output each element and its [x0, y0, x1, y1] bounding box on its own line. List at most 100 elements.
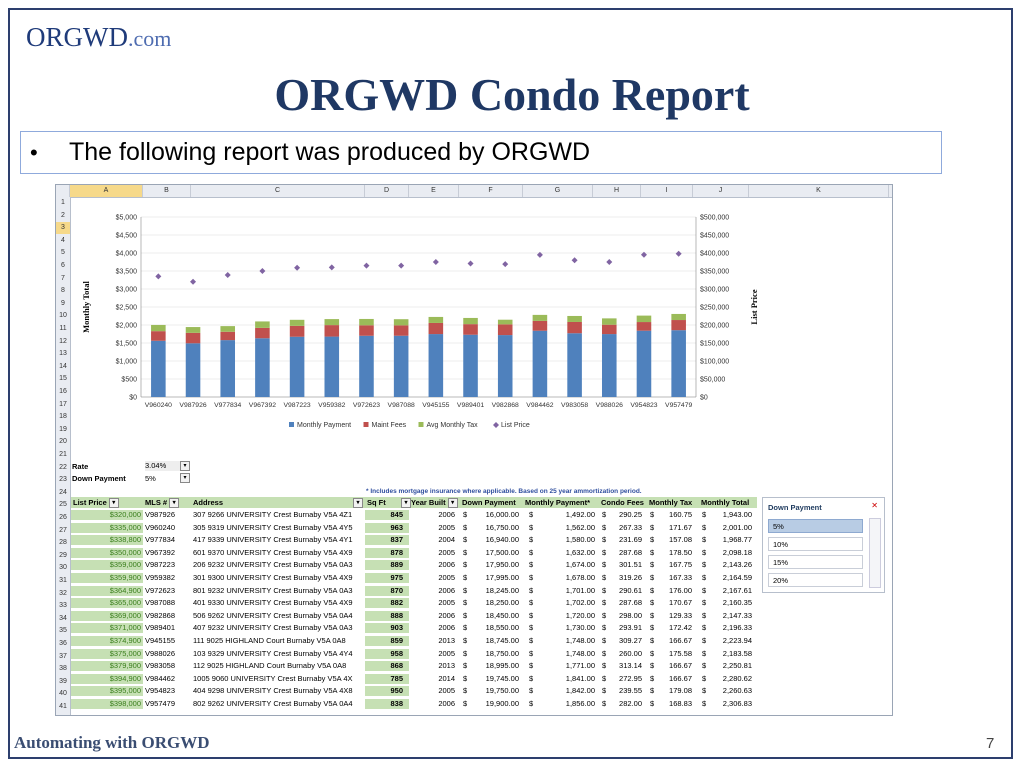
row-header[interactable]: 36	[59, 640, 67, 647]
monthly-payment-cell[interactable]: 1,702.00	[565, 598, 595, 608]
monthly-tax-cell[interactable]: 171.67	[669, 522, 692, 532]
monthly-total-cell[interactable]: 2,260.63	[722, 686, 752, 696]
address-cell[interactable]: 601 9370 UNIVERSITY Crest Burnaby V5A 4X…	[193, 547, 353, 557]
table-row[interactable]: $320,000 V987926 307 9266 UNIVERSITY Cre…	[71, 510, 757, 520]
address-cell[interactable]: 307 9266 UNIVERSITY Crest Burnaby V5A 4Z…	[193, 510, 353, 519]
monthly-payment-cell[interactable]: 1,720.00	[565, 610, 595, 620]
row-header[interactable]: 20	[59, 438, 67, 446]
row-header[interactable]: 33	[59, 602, 67, 610]
mls-cell[interactable]: V982868	[145, 610, 176, 620]
clear-filter-icon[interactable]: ✕	[871, 501, 878, 510]
monthly-tax-cell[interactable]: 167.75	[669, 560, 692, 570]
column-header-k[interactable]: K	[749, 185, 889, 197]
address-cell[interactable]: 801 9232 UNIVERSITY Crest Burnaby V5A 0A…	[193, 585, 353, 595]
address-cell[interactable]: 112 9025 HIGHLAND Court Burnaby V5A 0A8	[193, 661, 347, 671]
down-payment-cell[interactable]: 19,745.00	[485, 673, 519, 683]
list-price-cell[interactable]: $364,900	[71, 585, 143, 596]
column-header-f[interactable]: F	[459, 185, 523, 197]
mls-cell[interactable]: V972623	[145, 585, 176, 595]
row-header[interactable]: 39	[59, 677, 67, 685]
address-cell[interactable]: 103 9329 UNIVERSITY Crest Burnaby V5A 4Y…	[193, 648, 353, 658]
row-header[interactable]: 31	[59, 577, 67, 584]
row-header[interactable]: 18	[59, 413, 67, 421]
monthly-total-cell[interactable]: 2,098.18	[722, 547, 752, 557]
monthly-total-cell[interactable]: 2,223.94	[722, 636, 752, 645]
monthly-tax-cell[interactable]: 166.67	[669, 636, 692, 645]
year-built-cell[interactable]: 2006	[438, 699, 455, 708]
monthly-total-cell[interactable]: 2,160.35	[722, 598, 752, 608]
down-payment-cell[interactable]: 17,995.00	[485, 573, 519, 582]
sqft-cell[interactable]: 888	[365, 610, 409, 621]
monthly-tax-cell[interactable]: 168.83	[669, 699, 692, 708]
row-header[interactable]: 24	[59, 488, 67, 496]
row-header[interactable]: 34	[59, 614, 67, 622]
monthly-payment-cell[interactable]: 1,730.00	[565, 623, 595, 633]
row-header[interactable]: 13	[59, 350, 67, 358]
sqft-cell[interactable]: 845	[365, 510, 409, 520]
monthly-payment-cell[interactable]: 1,701.00	[565, 585, 595, 595]
year-built-cell[interactable]: 2005	[438, 648, 455, 658]
down-payment-cell[interactable]: 18,745.00	[485, 636, 519, 645]
mls-cell[interactable]: V959382	[145, 573, 176, 582]
row-header[interactable]: 41	[59, 703, 67, 710]
condo-fees-cell[interactable]: 290.61	[619, 585, 642, 595]
condo-fees-cell[interactable]: 293.91	[619, 623, 642, 633]
monthly-tax-cell[interactable]: 157.08	[669, 535, 692, 545]
year-built-cell[interactable]: 2005	[438, 573, 455, 582]
condo-fees-cell[interactable]: 319.26	[619, 573, 642, 582]
mls-cell[interactable]: V984462	[145, 673, 176, 683]
list-price-cell[interactable]: $350,000	[71, 547, 143, 558]
sqft-cell[interactable]: 785	[365, 673, 409, 684]
list-price-cell[interactable]: $398,000	[71, 699, 143, 709]
table-row[interactable]: $359,900 V959382 301 9300 UNIVERSITY Cre…	[71, 573, 757, 583]
condo-fees-cell[interactable]: 260.00	[619, 648, 642, 658]
rate-filter-icon[interactable]: ▾	[178, 461, 190, 472]
row-header[interactable]: 38	[59, 665, 67, 673]
monthly-payment-cell[interactable]: 1,674.00	[565, 560, 595, 570]
row-header[interactable]: 40	[59, 690, 67, 698]
row-header[interactable]: 27	[59, 526, 67, 534]
condo-fees-cell[interactable]: 267.33	[619, 522, 642, 532]
row-header[interactable]: 8	[61, 287, 65, 295]
table-row[interactable]: $398,000 V957479 802 9262 UNIVERSITY Cre…	[71, 699, 757, 709]
row-header[interactable]: 15	[59, 375, 67, 383]
sqft-cell[interactable]: 889	[365, 560, 409, 571]
sqft-cell[interactable]: 838	[365, 699, 409, 709]
row-header[interactable]: 1	[61, 199, 65, 206]
row-header[interactable]: 23	[59, 476, 67, 484]
row-header[interactable]: 30	[59, 564, 67, 572]
monthly-payment-cell[interactable]: 1,580.00	[565, 535, 595, 545]
sqft-cell[interactable]: 950	[365, 686, 409, 697]
address-cell[interactable]: 407 9232 UNIVERSITY Crest Burnaby V5A 0A…	[193, 623, 353, 633]
address-cell[interactable]: 401 9330 UNIVERSITY Crest Burnaby V5A 4X…	[193, 598, 353, 608]
table-row[interactable]: $371,000 V989401 407 9232 UNIVERSITY Cre…	[71, 623, 757, 634]
list-price-cell[interactable]: $374,900	[71, 636, 143, 646]
filter-icon[interactable]: ▾	[108, 498, 119, 509]
row-header[interactable]: 2	[61, 211, 65, 219]
monthly-tax-cell[interactable]: 166.67	[669, 661, 692, 671]
down-payment-cell[interactable]: 18,245.00	[485, 585, 519, 595]
header-list-price[interactable]: List Price ▾	[73, 498, 119, 509]
year-built-cell[interactable]: 2006	[438, 585, 455, 595]
mls-cell[interactable]: V987223	[145, 560, 176, 570]
row-header[interactable]: 14	[59, 362, 67, 370]
list-price-cell[interactable]: $371,000	[71, 623, 143, 634]
filter-icon[interactable]: ▾	[447, 498, 458, 509]
filter-icon[interactable]: ▾	[169, 498, 180, 509]
monthly-payment-cell[interactable]: 1,771.00	[565, 661, 595, 671]
row-header[interactable]: 42	[56, 714, 70, 715]
column-header-c[interactable]: C	[191, 185, 365, 197]
address-cell[interactable]: 417 9339 UNIVERSITY Crest Burnaby V5A 4Y…	[193, 535, 353, 545]
row-header[interactable]: 29	[59, 551, 67, 559]
table-row[interactable]: $375,000 V988026 103 9329 UNIVERSITY Cre…	[71, 648, 757, 659]
mls-cell[interactable]: V988026	[145, 648, 176, 658]
list-price-cell[interactable]: $359,900	[71, 573, 143, 583]
list-price-cell[interactable]: $359,000	[71, 560, 143, 571]
table-row[interactable]: $379,900 V983058 112 9025 HIGHLAND Court…	[71, 661, 757, 672]
list-price-cell[interactable]: $369,000	[71, 610, 143, 621]
header-address[interactable]: Address ▾	[193, 498, 363, 508]
condo-fees-cell[interactable]: 287.68	[619, 547, 642, 557]
sqft-cell[interactable]: 870	[365, 585, 409, 596]
down-payment-cell[interactable]: 17,500.00	[485, 547, 519, 557]
down-payment-cell[interactable]: 19,750.00	[485, 686, 519, 696]
